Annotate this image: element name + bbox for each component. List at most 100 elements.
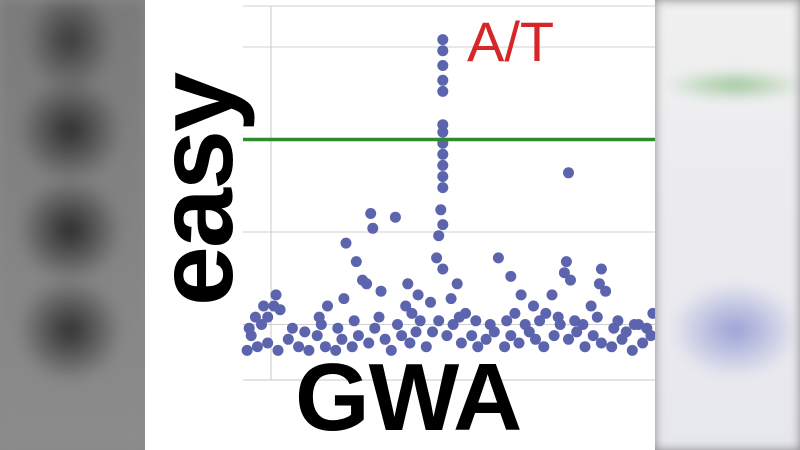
data-point [579, 341, 591, 353]
data-point [369, 322, 381, 334]
data-point [534, 315, 546, 327]
grid-lines [243, 5, 655, 325]
data-point [565, 274, 576, 286]
data-point [437, 85, 449, 97]
data-point [505, 270, 517, 282]
data-point [585, 300, 597, 312]
data-point [373, 311, 385, 323]
data-point [433, 315, 445, 327]
peak-annotation: A/T [467, 10, 555, 73]
data-point [350, 256, 362, 268]
data-point [501, 315, 513, 327]
data-point [637, 337, 649, 349]
data-point [560, 256, 572, 268]
data-point [587, 330, 599, 342]
data-point [509, 307, 521, 319]
data-point [472, 341, 484, 353]
data-point [571, 326, 583, 338]
data-points [241, 34, 655, 356]
data-point [336, 333, 348, 345]
data-point [338, 293, 350, 305]
data-point [361, 278, 373, 290]
data-point [322, 300, 333, 312]
data-point [272, 344, 284, 356]
data-point [286, 322, 298, 334]
data-point [600, 285, 612, 297]
data-point [437, 263, 449, 275]
data-point [406, 307, 418, 319]
data-point [410, 326, 422, 338]
data-point [256, 319, 267, 330]
data-point [455, 337, 467, 349]
data-point [241, 344, 253, 356]
data-point [437, 182, 449, 194]
data-point [433, 230, 445, 242]
data-point [546, 289, 558, 301]
data-point [633, 319, 644, 330]
data-point [389, 211, 401, 223]
data-point [595, 337, 607, 349]
data-point [528, 300, 539, 312]
data-point [540, 307, 552, 319]
data-point [484, 319, 496, 330]
data-point [396, 330, 408, 342]
data-point [330, 344, 342, 356]
data-point [249, 311, 261, 323]
data-point [595, 263, 607, 275]
data-point [414, 315, 426, 327]
data-point [282, 333, 294, 345]
data-point [367, 222, 379, 234]
data-point [437, 171, 449, 182]
data-point [262, 311, 274, 323]
data-point [437, 60, 449, 71]
data-point [608, 322, 620, 334]
data-point [513, 337, 525, 349]
data-point [363, 337, 375, 349]
data-point [453, 311, 465, 323]
data-point [437, 45, 449, 57]
data-point [404, 337, 416, 349]
data-point [445, 293, 457, 305]
background-blur-right [655, 0, 800, 450]
data-point [538, 341, 550, 353]
data-point [340, 237, 352, 249]
data-point [447, 319, 459, 330]
data-point [431, 252, 443, 264]
data-point [437, 148, 449, 160]
data-point [505, 330, 517, 342]
data-point [577, 319, 589, 330]
data-point [437, 34, 449, 46]
data-point [647, 307, 655, 319]
data-point [515, 289, 527, 301]
data-point [558, 267, 570, 279]
data-point [425, 296, 436, 308]
data-point [385, 344, 397, 356]
data-point [492, 252, 504, 264]
data-point [262, 337, 274, 349]
data-point [435, 204, 447, 216]
data-point [620, 326, 632, 338]
data-point [437, 126, 449, 138]
data-point [499, 341, 511, 353]
data-point [563, 333, 574, 345]
data-point [375, 285, 387, 297]
data-point [437, 219, 449, 231]
data-point [569, 315, 581, 327]
data-point [466, 330, 478, 342]
data-point [311, 330, 323, 342]
data-point [519, 319, 531, 330]
data-point [593, 278, 605, 290]
data-point [563, 167, 574, 179]
data-point [548, 330, 560, 342]
data-point [332, 322, 344, 334]
data-point [437, 74, 449, 86]
data-point [400, 300, 412, 312]
data-point [274, 304, 286, 316]
gwas-chart-card: easy GWA A/T [145, 0, 655, 450]
data-point [402, 278, 414, 290]
data-point [552, 311, 564, 323]
data-point [270, 289, 282, 301]
data-point [348, 315, 360, 327]
data-point [451, 278, 463, 290]
x-axis-label: GWA [295, 344, 522, 450]
